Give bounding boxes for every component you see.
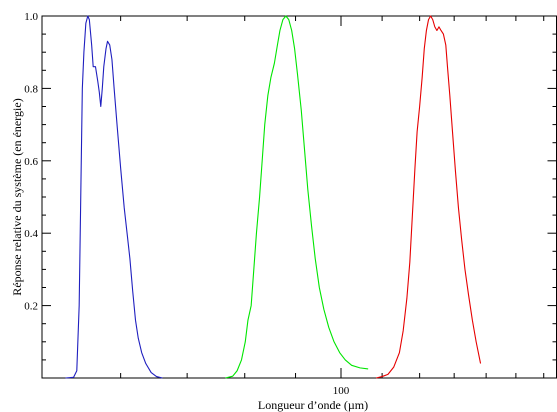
y-tick-label: 0.8 xyxy=(24,83,38,95)
y-tick-label: 0.2 xyxy=(24,301,38,313)
plot-frame xyxy=(41,15,557,379)
x-tick-label: 100 xyxy=(333,385,350,397)
y-axis-label: Réponse relative du système (en énergie) xyxy=(10,98,24,295)
y-tick-label: 0.4 xyxy=(24,228,38,240)
series-line-3 xyxy=(376,15,482,379)
x-axis-label: Longueur d’onde (µm) xyxy=(258,398,368,412)
series-layer xyxy=(65,15,482,379)
y-tick-label: 1.0 xyxy=(24,11,38,23)
series-line-2 xyxy=(225,15,369,379)
series-line-1 xyxy=(65,15,163,379)
plot-axes: 0.2 0.4 0.6 0.8 1.0 100 xyxy=(24,11,557,397)
y-tick-label: 0.6 xyxy=(24,156,38,168)
